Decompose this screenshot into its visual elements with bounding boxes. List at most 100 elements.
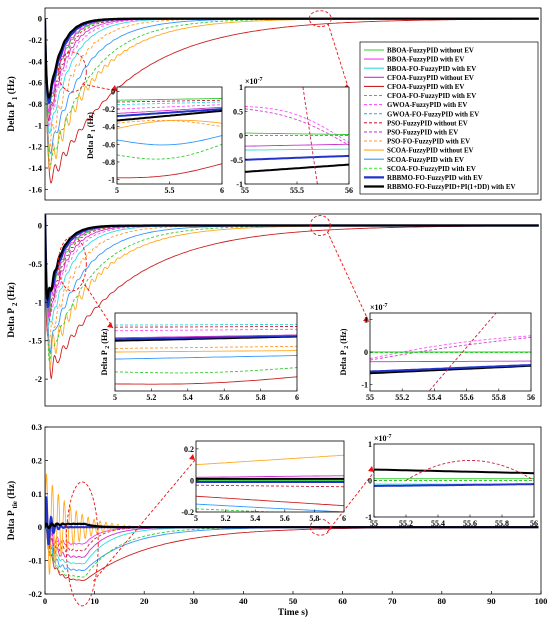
zoom-p3-a-arrowhead <box>189 454 195 460</box>
inset-x-tick-label: 6 <box>342 514 346 523</box>
inset-x-tick-label: 5.8 <box>309 514 319 523</box>
inset-series-2 <box>115 355 297 360</box>
inset-series-4 <box>115 350 297 353</box>
inset-x-tick-label: 55.5 <box>290 186 304 195</box>
inset-x-tick-label: 5 <box>115 186 119 195</box>
zoom-p1-b-ellipse <box>308 10 332 28</box>
legend-entry-9: PSO-FuzzyPID with EV <box>387 130 458 137</box>
inset-series-6 <box>370 364 531 373</box>
zoom-p1-a-arrow <box>81 83 118 92</box>
legend-entry-4: CFOA-FuzzyPID with EV <box>387 84 464 91</box>
legend-entry-8: PSO-FuzzyPID without EV <box>387 120 468 127</box>
inset-x-tick-label: 55.6 <box>460 393 474 402</box>
legend-entry-15: RBBMO-FO-FuzzyPID+PI(1+DD) with EV <box>387 184 515 191</box>
y-tick-label: -1.6 <box>29 184 42 194</box>
inset-y-tick-label: 0 <box>364 348 368 357</box>
inset-x-tick-label: 5 <box>194 514 198 523</box>
x-tick-label: 60 <box>338 596 347 606</box>
inset-p3-a: 5 5.2 5.4 5.6 5.8 6 0.2 0 -0.2 <box>181 440 346 523</box>
inset-x-tick-label: 5.4 <box>183 393 193 402</box>
inset-exponent: ×10-7 <box>370 303 388 312</box>
series-group-ptie <box>45 473 539 581</box>
inset-series-10 <box>115 323 297 326</box>
x-axis-label: Time s) <box>278 607 308 618</box>
inset-series-2 <box>245 132 349 135</box>
inset-series-5 <box>117 109 222 122</box>
inset-x-tick-label: 5.5 <box>165 186 175 195</box>
legend-entry-12: SCOA-FuzzyPID with EV <box>387 157 464 164</box>
inset-y-tick-label: -1 <box>361 381 368 390</box>
inset-x-tick-label: 5.4 <box>250 514 260 523</box>
zoom-p1-a-ellipse <box>57 51 87 93</box>
x-tick-label: 50 <box>289 596 298 606</box>
legend-box <box>359 41 539 195</box>
y-tick-label: -1 <box>35 120 42 130</box>
legend-entry-6: GWOA-FuzzyPID with EV <box>387 102 467 109</box>
series-line-2 <box>45 524 539 578</box>
inset-series-7 <box>196 503 344 512</box>
inset-x-tick-label: 5.6 <box>280 514 290 523</box>
series-line-0 <box>45 526 539 581</box>
zoom-p2-a-arrowhead <box>107 322 113 328</box>
legend: BBOA-FuzzyPID without EV BBOA-FuzzyPID wi… <box>359 41 539 195</box>
inset-series-6 <box>245 154 349 161</box>
inset-p2-b: 55 55.2 55.4 55.6 55.8 56 1 0 -1 ×10-7 Delta P 2 (… <box>339 303 535 402</box>
inset-series-7 <box>117 106 222 114</box>
x-tick-label: 100 <box>535 596 548 606</box>
inset-p1-b: 55 55.5 56 1 0.5 0 -0.5 -1 ×10-7 <box>230 77 353 195</box>
series-line-3 <box>45 525 539 565</box>
inset-y-tick-label: 0.2 <box>184 445 194 454</box>
y-tick-label: 0 <box>38 14 42 24</box>
series-line-12 <box>45 17 539 99</box>
legend-entry-5: CFOA-FO-FuzzyPID with EV <box>387 93 476 100</box>
inset-series-7 <box>245 163 349 173</box>
series-line-8 <box>45 225 539 323</box>
inset-series-9 <box>117 99 222 103</box>
series-line-7 <box>45 225 539 316</box>
inset-x-tick-label: 5 <box>113 393 117 402</box>
legend-entry-7: GWOA-FO-FuzzyPID with EV <box>387 111 479 118</box>
axes-frame-p2 <box>44 213 542 407</box>
inset-x-tick-label: 55.4 <box>427 393 441 402</box>
inset-y-tick-label: 0 <box>111 87 115 96</box>
inset-y-tick-label: -1 <box>108 176 115 185</box>
x-tick-label: 40 <box>239 596 248 606</box>
legend-entry-2: BBOA-FO-FuzzyPID with EV <box>387 66 476 73</box>
series-line-11 <box>45 214 539 309</box>
x-tick-label: 0 <box>43 596 47 606</box>
inset-x-tick-label: 55 <box>370 519 378 528</box>
zoom-p1-b-arrow <box>327 23 350 91</box>
inset-x-tick-label: 55.8 <box>492 393 506 402</box>
legend-entry-3: CFOA-FuzzyPID without EV <box>387 75 474 82</box>
inset-y-tick-label: -0.6 <box>102 140 115 149</box>
y-tick-label: -0.6 <box>29 78 42 88</box>
y-tick-label: -0.1 <box>29 556 42 566</box>
zoom-p3-a-arrow <box>93 459 196 582</box>
inset-series-6 <box>117 108 222 118</box>
panel-ptie: 0.30.20.10-0.1-0.20 10 20 30 40 50 60 70 80 90 100… <box>6 422 547 618</box>
legend-entry-1: BBOA-FuzzyPID with EV <box>387 57 464 64</box>
y-axis-label: Delta P 2 (Hz) <box>6 282 19 337</box>
inset-series-0 <box>374 468 534 475</box>
inset-x-tick-label: 55.8 <box>495 519 509 528</box>
inset-x-tick-label: 5.2 <box>146 393 156 402</box>
zoom-p2-a-arrow <box>81 279 114 329</box>
inset-y-tick-label: -0.5 <box>230 156 243 165</box>
inset-y-label: Delta P 2 (Hz) <box>100 328 111 375</box>
x-tick-label: 90 <box>487 596 496 606</box>
inset-x-tick-label: 5.8 <box>256 393 266 402</box>
series-line-6 <box>45 220 539 317</box>
inset-series-9 <box>115 326 297 328</box>
series-group-p1 <box>45 17 539 184</box>
y-tick-label: -2 <box>35 374 42 384</box>
inset-y-label: Delta P 1 (Hz) <box>86 112 97 159</box>
inset-series-steep <box>302 87 318 184</box>
inset-series-11 <box>117 98 222 101</box>
inset-series-5 <box>245 148 349 151</box>
inset-series-7 <box>115 334 297 339</box>
inset-y-tick-label: -0.8 <box>102 158 115 167</box>
inset-y-tick-label: 0.5 <box>233 107 243 116</box>
inset-series-10 <box>117 101 222 106</box>
inset-x-tick-label: 56 <box>527 393 535 402</box>
